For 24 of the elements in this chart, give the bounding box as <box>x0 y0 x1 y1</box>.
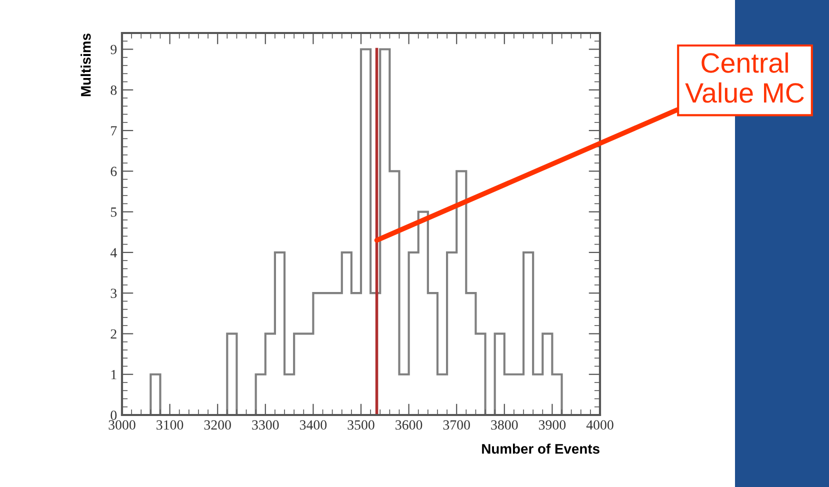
y-tick-label: 1 <box>111 370 116 380</box>
y-tick-label: 9 <box>110 44 117 54</box>
y-tick-label: 6 <box>110 166 117 176</box>
y-tick-label: 4 <box>110 248 117 258</box>
x-tick-label: 3600 <box>396 420 422 430</box>
x-tick-label: 3000 <box>108 420 136 430</box>
x-tick-label: 3700 <box>443 420 470 430</box>
x-tick-label: 3200 <box>204 420 231 430</box>
x-tick-label: 3800 <box>491 420 518 430</box>
y-tick-label: 0 <box>110 410 117 420</box>
x-axis-title: Number of Events <box>482 444 600 454</box>
y-tick-label: 3 <box>110 288 117 298</box>
annotation: Central Value MC <box>685 52 804 103</box>
y-tick-label: 2 <box>110 329 116 339</box>
x-tick-label: 3100 <box>156 420 184 430</box>
x-tick-label: 3900 <box>538 420 566 430</box>
x-tick-label: 3500 <box>348 420 374 430</box>
x-tick-label: 3300 <box>252 420 279 430</box>
y-tick-label: 5 <box>111 208 117 217</box>
y-tick-label: 8 <box>110 85 117 95</box>
x-tick-label: 4000 <box>586 420 614 430</box>
y-tick-label: 7 <box>111 126 117 136</box>
y-axis-title: Multisims <box>80 34 91 96</box>
x-tick-label: 3400 <box>300 420 327 430</box>
